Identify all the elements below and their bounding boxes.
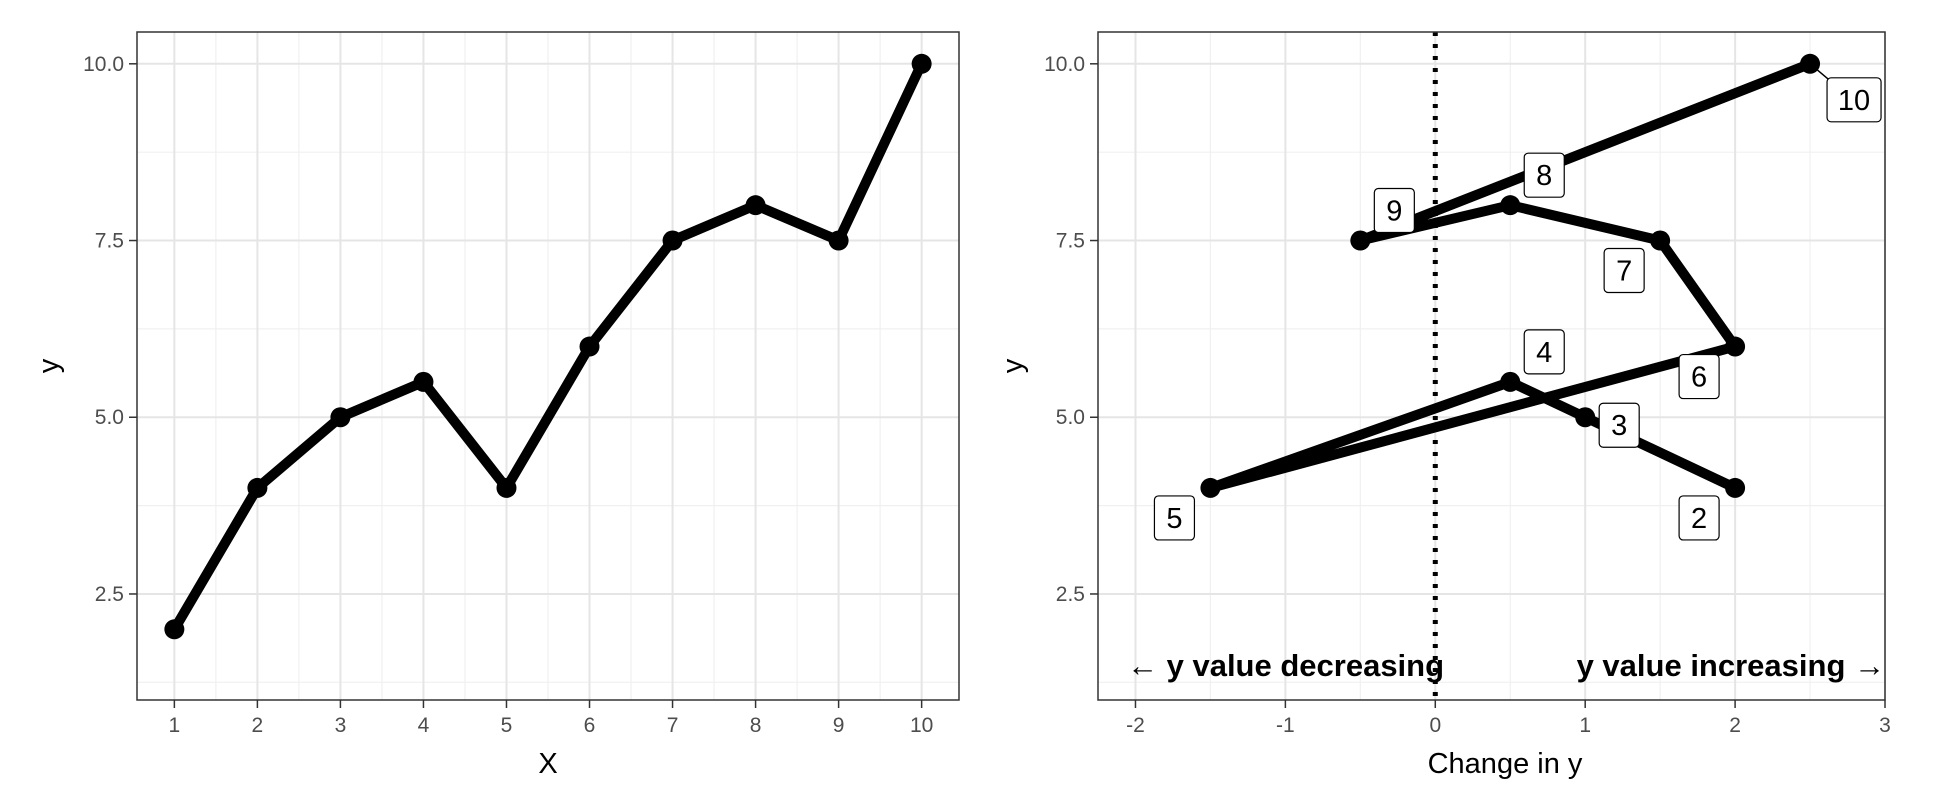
point-label-box — [1678, 495, 1720, 541]
left-x-tick-label: 3 — [335, 714, 347, 737]
right-y-tick-label: 7.5 — [1056, 230, 1085, 253]
right-x-tick-label: 1 — [1579, 714, 1591, 737]
point-label-box — [1603, 247, 1645, 294]
left-x-axis-label: X — [538, 748, 557, 780]
right-x-tick-label: -1 — [1276, 714, 1295, 737]
right-axes: -2 -1 0 1 2 3 2.5 5.0 7.5 10.0 — [1044, 53, 1891, 737]
left-y-tick-label: 5.0 — [95, 406, 124, 429]
point-label-connector — [1809, 63, 1830, 81]
left-data-point — [247, 477, 268, 498]
left-x-tick-label: 6 — [584, 714, 596, 737]
point-label-box — [1598, 402, 1640, 448]
right-data-point — [1725, 336, 1746, 357]
left-data-point — [579, 336, 600, 357]
point-label: 7 — [1616, 256, 1632, 288]
right-data-point — [1500, 371, 1521, 392]
right-data-point — [1350, 230, 1371, 251]
point-label: 3 — [1611, 410, 1627, 442]
left-panel: 1 2 3 4 5 6 7 8 9 10 2.5 5.0 7.5 10.0 X y — [33, 31, 960, 780]
point-label-box — [1373, 187, 1415, 234]
point-label: 5 — [1166, 503, 1182, 535]
right-point-labels: 2 3 4 5 6 7 8 9 10 — [1153, 63, 1882, 541]
left-data-point — [911, 53, 932, 74]
right-data-point — [1575, 407, 1596, 428]
left-y-tick-label: 10.0 — [83, 53, 124, 76]
left-data-point — [330, 407, 351, 428]
right-x-tick-label: 0 — [1429, 714, 1441, 737]
left-x-tick-label: 9 — [833, 714, 845, 737]
right-x-tick-label: 2 — [1729, 714, 1741, 737]
annotation-y-increasing: y value increasing → — [1577, 648, 1885, 683]
left-data-point — [496, 477, 517, 498]
point-label: 9 — [1386, 196, 1402, 228]
point-label-box — [1826, 77, 1882, 123]
left-x-tick-label: 1 — [169, 714, 181, 737]
right-x-axis-label: Change in y — [1428, 748, 1583, 780]
right-data-point — [1650, 230, 1671, 251]
point-label: 2 — [1691, 503, 1707, 535]
right-plot-border — [1097, 31, 1886, 701]
point-label-box — [1153, 495, 1196, 541]
left-data-point — [413, 371, 434, 392]
left-data-point — [745, 195, 766, 216]
right-y-tick-label: 10.0 — [1044, 53, 1085, 76]
right-y-axis-label: y — [997, 358, 1029, 373]
left-data-point — [164, 619, 185, 640]
left-axes: 1 2 3 4 5 6 7 8 9 10 2.5 5.0 7.5 10.0 — [83, 53, 933, 737]
left-x-tick-label: 8 — [750, 714, 762, 737]
left-x-tick-label: 10 — [910, 714, 933, 737]
point-label-box — [1523, 152, 1565, 198]
point-label: 8 — [1536, 160, 1552, 192]
right-data-point — [1500, 195, 1521, 216]
right-plot-area — [1098, 32, 1885, 700]
left-data-point — [662, 230, 683, 251]
left-x-tick-label: 2 — [252, 714, 264, 737]
left-data-point — [828, 230, 849, 251]
right-data-point — [1200, 477, 1221, 498]
right-y-tick-label: 5.0 — [1056, 406, 1085, 429]
left-x-tick-label: 4 — [418, 714, 430, 737]
left-series-line — [169, 58, 927, 635]
right-data-point — [1725, 477, 1746, 498]
left-plot-border — [136, 31, 960, 701]
left-x-tick-label: 5 — [501, 714, 513, 737]
right-y-tick-label: 2.5 — [1056, 583, 1085, 606]
left-y-tick-label: 2.5 — [95, 583, 124, 606]
left-series — [164, 53, 932, 640]
annotation-y-decreasing: ← y value decreasing — [1127, 648, 1444, 683]
point-label-box — [1678, 353, 1720, 400]
left-y-axis-label: y — [33, 358, 65, 373]
left-y-tick-label: 7.5 — [95, 230, 124, 253]
right-x-tick-label: 3 — [1879, 714, 1891, 737]
right-x-tick-label: -2 — [1126, 714, 1145, 737]
point-label: 4 — [1536, 337, 1552, 369]
point-label: 10 — [1838, 85, 1870, 117]
left-x-tick-label: 7 — [667, 714, 679, 737]
point-label-box — [1523, 329, 1565, 375]
point-label: 6 — [1691, 362, 1707, 394]
